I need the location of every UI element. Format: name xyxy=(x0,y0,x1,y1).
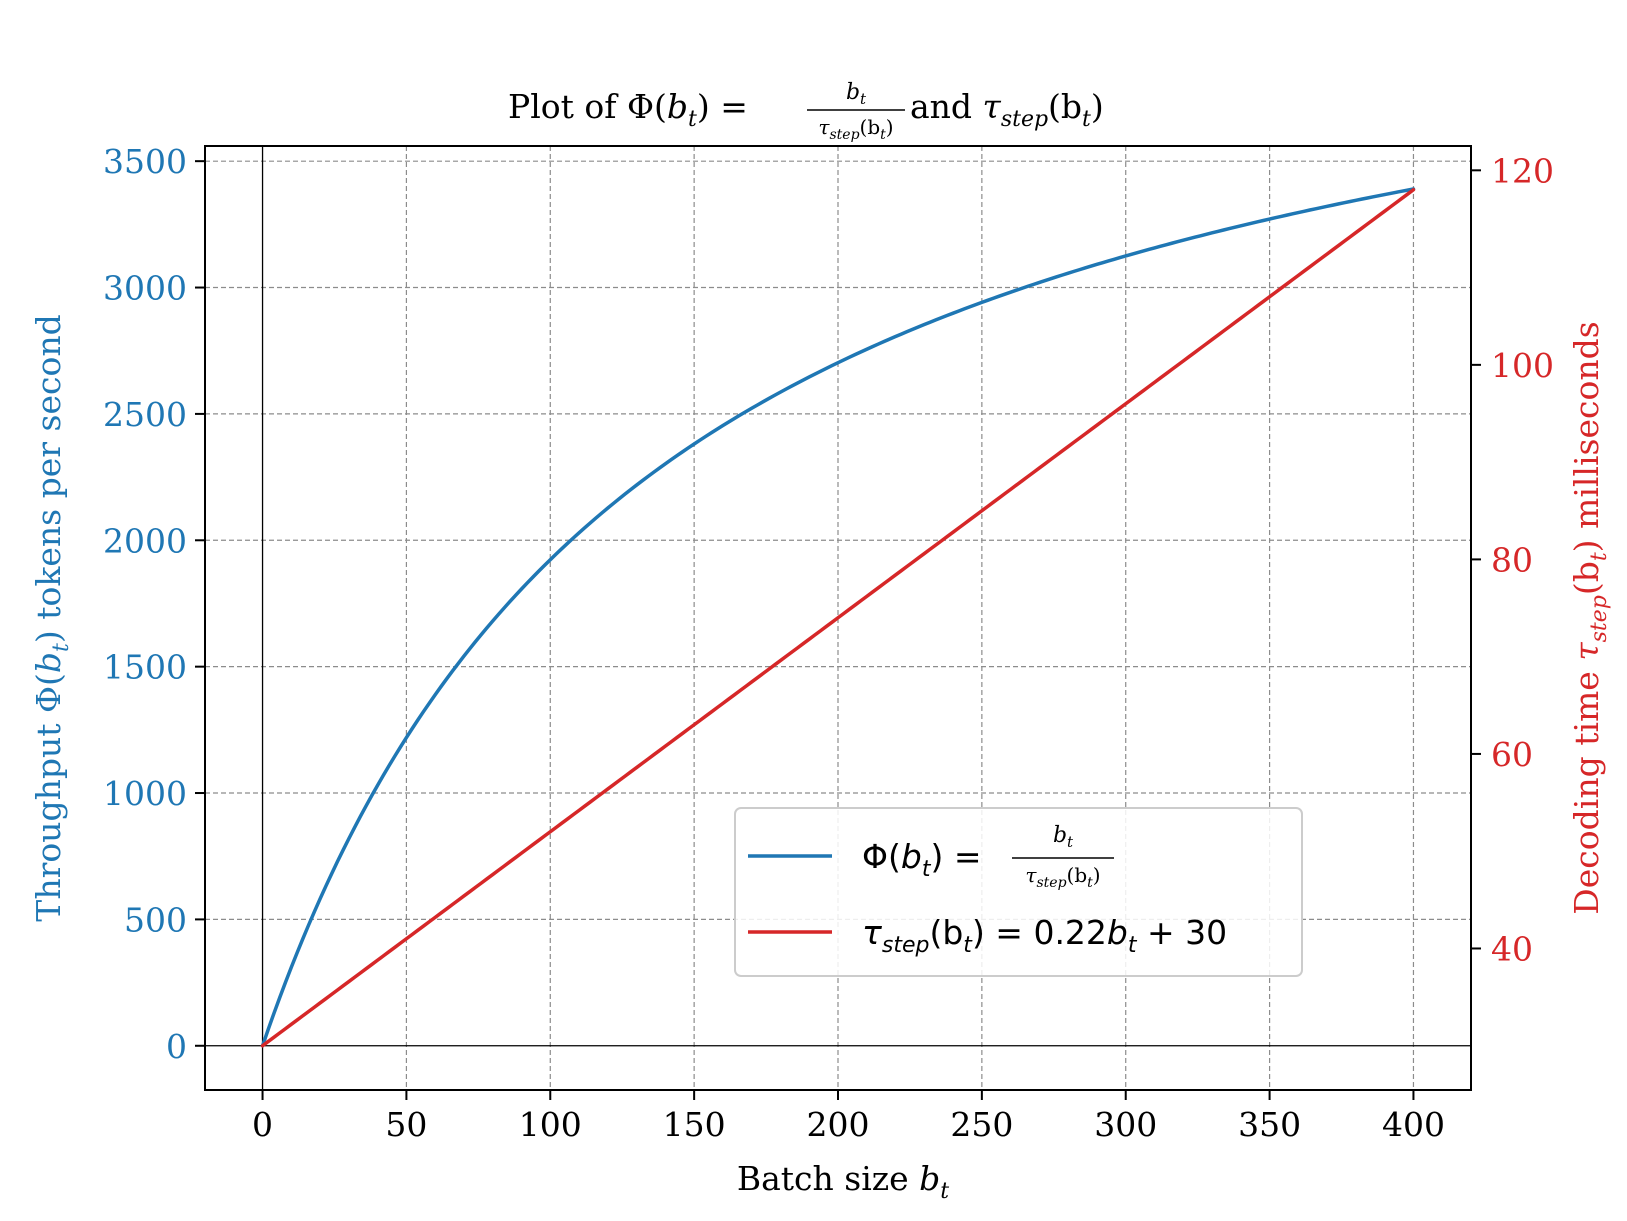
y-right-tick-label: 40 xyxy=(1491,929,1533,968)
y-left-tick-label: 2500 xyxy=(103,395,187,434)
x-tick-label: 100 xyxy=(519,1105,582,1144)
y-right-label-rest: milliseconds xyxy=(1567,321,1606,539)
legend-decoding-var-sub: t xyxy=(1128,933,1138,958)
legend-decoding-var: b xyxy=(1107,913,1128,952)
chart-title: Plot of Φ(bt) = bt τstep(bt) and τstep(b… xyxy=(508,80,1104,143)
title-frac-num-sub: t xyxy=(860,90,867,108)
x-tick-label: 50 xyxy=(385,1105,427,1144)
x-axis-label-var: b xyxy=(919,1159,940,1198)
legend-throughput-den-tau: τ xyxy=(1025,863,1037,887)
svg-text:bt: bt xyxy=(846,80,867,108)
y-left-tick-label: 3500 xyxy=(103,142,187,181)
y-right-tick-label: 100 xyxy=(1491,346,1554,385)
legend-throughput-den-arg-sub: t xyxy=(1087,875,1093,891)
y-left-axis-label: Throughput Φ(bt) tokens per second xyxy=(29,314,74,921)
y-right-tick-label: 60 xyxy=(1491,735,1533,774)
legend-label-decoding: τstep(bt) = 0.22bt + 30 xyxy=(862,913,1227,958)
legend: Φ(bt) = bt τstep(bt) τstep(bt) = 0.22bt … xyxy=(734,807,1303,977)
title-arg-close: ) xyxy=(1091,87,1104,126)
legend-throughput-num-sub: t xyxy=(1067,833,1074,851)
x-axis-label-sub: t xyxy=(940,1179,949,1204)
series-layer xyxy=(260,187,1416,1048)
title-frac-den-sub: step xyxy=(829,127,859,143)
y-right-ticks: 40 60 80 100 120 xyxy=(1471,151,1554,968)
legend-decoding-arg: (b xyxy=(929,913,963,952)
y-left-tick-label: 2000 xyxy=(103,521,187,560)
series-line-throughput xyxy=(260,187,1416,1048)
x-axis-label: Batch size bt xyxy=(737,1159,949,1204)
legend-decoding-rest: ) = 0.22 xyxy=(972,913,1107,952)
title-arg-sub: t xyxy=(1082,107,1091,132)
title-prefix: Plot of xyxy=(508,87,627,126)
title-frac-den-arg-sub: t xyxy=(880,127,886,143)
y-left-tick-label: 1500 xyxy=(103,648,187,687)
legend-throughput-phi: Φ( xyxy=(862,837,901,876)
y-left-label-text: Throughput xyxy=(29,713,68,922)
y-left-label-var: b xyxy=(29,652,68,673)
legend-throughput-num: b xyxy=(1053,823,1067,848)
y-left-label-sub: t xyxy=(49,643,74,652)
y-right-axis-label: Decoding time τstep(bt) milliseconds xyxy=(1567,321,1612,914)
svg-text:τstep(bt): τstep(bt) xyxy=(1025,863,1100,891)
svg-text:τstep(bt): τstep(bt) xyxy=(818,115,893,143)
legend-throughput-den-arg: (b xyxy=(1067,863,1088,887)
x-ticks: 0 50 100 150 200 250 300 350 400 xyxy=(252,1090,1445,1144)
title-frac-den-tau: τ xyxy=(818,115,830,139)
legend-decoding-tail: + 30 xyxy=(1137,913,1228,952)
title-t: t xyxy=(688,107,697,132)
legend-decoding-tau: τ xyxy=(862,913,883,952)
title-arg: (b xyxy=(1048,87,1082,126)
svg-text:and τstep(bt): and τstep(bt) xyxy=(910,87,1104,132)
legend-throughput-den-sub: step xyxy=(1036,875,1066,891)
y-left-tick-label: 3000 xyxy=(103,269,187,308)
title-frac-num: b xyxy=(846,80,860,105)
y-right-label-arg: (b xyxy=(1567,561,1606,595)
x-tick-label: 200 xyxy=(807,1105,870,1144)
title-step: step xyxy=(1001,107,1048,132)
legend-decoding-argsub: t xyxy=(963,933,973,958)
y-right-label-tau: τ xyxy=(1567,642,1606,661)
y-left-tick-label: 500 xyxy=(124,900,187,939)
legend-decoding-sub: step xyxy=(882,933,930,958)
y-right-tick-label: 120 xyxy=(1491,151,1554,190)
legend-label-throughput: Φ(bt) = xyxy=(862,837,981,882)
legend-throughput-close: ) = xyxy=(930,837,981,876)
y-left-tick-label: 0 xyxy=(166,1027,187,1066)
y-left-label-phi: Φ( xyxy=(29,673,68,713)
y-right-tick-label: 80 xyxy=(1491,540,1533,579)
y-right-label-close: ) xyxy=(1567,539,1606,552)
x-tick-label: 350 xyxy=(1238,1105,1301,1144)
x-axis-label-text: Batch size xyxy=(737,1159,919,1198)
y-left-label-rest: tokens per second xyxy=(29,314,68,630)
x-tick-label: 250 xyxy=(950,1105,1013,1144)
series-line-decoding-time xyxy=(260,188,1416,1048)
zero-lines xyxy=(205,146,1471,1090)
legend-box xyxy=(734,807,1303,977)
legend-throughput-den-close: ) xyxy=(1093,863,1101,887)
title-close: ) xyxy=(697,87,710,126)
y-left-ticks: 0 500 1000 1500 2000 2500 3000 3500 xyxy=(103,142,205,1066)
legend-throughput-var: b xyxy=(901,837,922,876)
title-tau: τ xyxy=(983,87,1002,126)
title-b: b xyxy=(667,87,688,126)
x-tick-label: 0 xyxy=(252,1105,273,1144)
x-tick-label: 400 xyxy=(1382,1105,1445,1144)
y-right-label-sub: step xyxy=(1587,595,1612,642)
y-right-label-text: Decoding time xyxy=(1567,661,1606,915)
y-left-tick-label: 1000 xyxy=(103,774,187,813)
title-phi: Φ( xyxy=(627,87,667,126)
y-right-label-argsub: t xyxy=(1587,552,1612,561)
y-left-label-close: ) xyxy=(29,630,68,643)
title-frac-den-close: ) xyxy=(886,115,894,139)
title-frac-den-arg: (b xyxy=(860,115,881,139)
title-and: and xyxy=(910,87,983,126)
svg-text:Plot of Φ(bt) =: Plot of Φ(bt) = xyxy=(508,87,748,132)
x-tick-label: 150 xyxy=(663,1105,726,1144)
legend-throughput-sub: t xyxy=(922,857,932,882)
title-eq: = xyxy=(710,87,748,126)
x-tick-label: 300 xyxy=(1094,1105,1157,1144)
svg-text:bt: bt xyxy=(1053,823,1074,851)
